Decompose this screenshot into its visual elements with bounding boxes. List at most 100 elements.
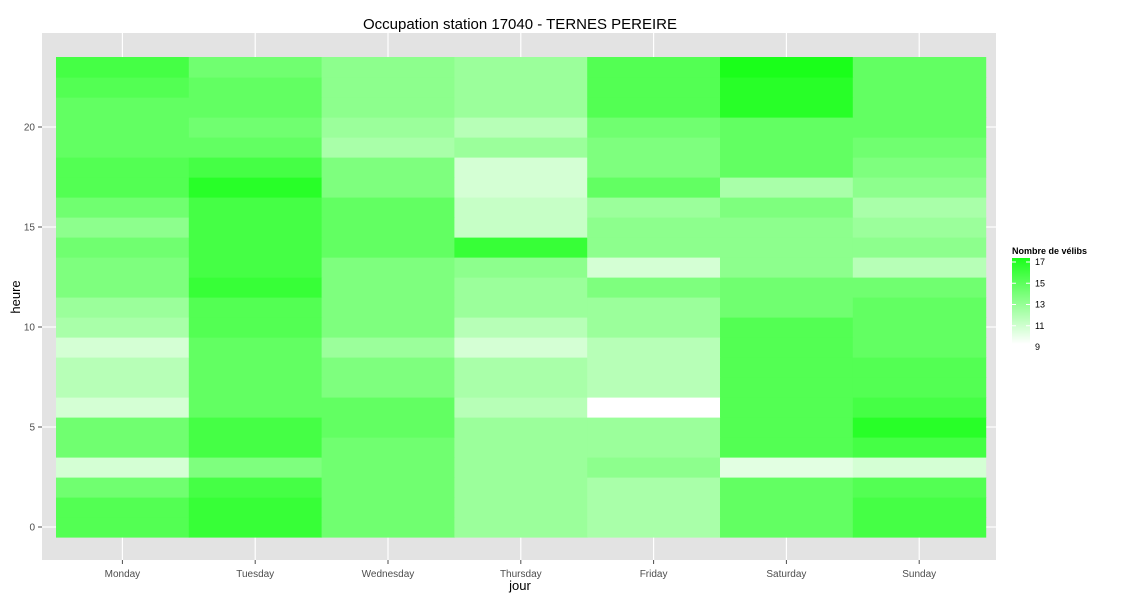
heatmap-cell-friday-3 — [587, 457, 721, 478]
heatmap-cell-thursday-9 — [454, 337, 588, 358]
heatmap-cell-monday-4 — [56, 437, 190, 458]
heatmap-cell-thursday-13 — [454, 257, 588, 278]
heatmap-cell-monday-17 — [56, 177, 190, 198]
heatmap-cell-tuesday-12 — [188, 277, 323, 298]
heatmap-cell-saturday-11 — [720, 297, 854, 318]
heatmap-cell-monday-15 — [56, 217, 190, 238]
heatmap-cell-friday-9 — [587, 337, 721, 358]
heatmap-cell-monday-9 — [56, 337, 190, 358]
heatmap-cell-thursday-12 — [454, 277, 588, 298]
heatmap-cell-tuesday-17 — [188, 177, 323, 198]
heatmap-cell-monday-18 — [56, 157, 190, 178]
heatmap-cell-friday-13 — [587, 257, 721, 278]
heatmap-cell-tuesday-20 — [188, 117, 323, 138]
heatmap-cell-thursday-6 — [454, 397, 588, 418]
heatmap-cell-friday-18 — [587, 157, 721, 178]
heatmap-cell-saturday-18 — [720, 157, 854, 178]
y-tick-label-5: 5 — [29, 423, 35, 434]
heatmap-cell-sunday-16 — [852, 197, 987, 218]
heatmap-cell-thursday-14 — [454, 237, 588, 258]
heatmap-cell-monday-19 — [56, 137, 190, 158]
heatmap-cell-saturday-10 — [720, 317, 854, 338]
heatmap-cell-wednesday-9 — [321, 337, 455, 358]
heatmap-cell-wednesday-10 — [321, 317, 455, 338]
heatmap-cell-thursday-10 — [454, 317, 588, 338]
heatmap-cell-tuesday-18 — [188, 157, 323, 178]
heatmap-cell-thursday-16 — [454, 197, 588, 218]
heatmap-cell-thursday-3 — [454, 457, 588, 478]
heatmap-cell-friday-14 — [587, 237, 721, 258]
heatmap-cell-tuesday-11 — [188, 297, 323, 318]
heatmap-cell-tuesday-22 — [188, 77, 323, 98]
heatmap-cell-monday-6 — [56, 397, 190, 418]
heatmap-cell-sunday-22 — [852, 77, 987, 98]
heatmap-cell-sunday-20 — [852, 117, 987, 138]
heatmap-cell-tuesday-3 — [188, 457, 323, 478]
heatmap-cell-tuesday-0 — [188, 517, 323, 538]
heatmap-cell-wednesday-6 — [321, 397, 455, 418]
heatmap-cell-monday-10 — [56, 317, 190, 338]
heatmap-cell-friday-7 — [587, 377, 721, 398]
heatmap-cell-thursday-4 — [454, 437, 588, 458]
y-tick-label-10: 10 — [24, 323, 36, 334]
heatmap-cell-sunday-13 — [852, 257, 987, 278]
heatmap-cell-tuesday-7 — [188, 377, 323, 398]
x-tick-label-tuesday: Tuesday — [236, 569, 274, 580]
heatmap-cell-sunday-0 — [852, 517, 987, 538]
heatmap-cell-saturday-2 — [720, 477, 854, 498]
heatmap-cell-sunday-2 — [852, 477, 987, 498]
heatmap-cell-thursday-20 — [454, 117, 588, 138]
heatmap-cell-sunday-8 — [852, 357, 987, 378]
heatmap-cell-sunday-1 — [852, 497, 987, 518]
heatmap-cell-wednesday-0 — [321, 517, 455, 538]
legend: Nombre de vélibs 17 15 13 11 9 — [1012, 246, 1087, 352]
heatmap-cell-monday-14 — [56, 237, 190, 258]
heatmap-cell-sunday-7 — [852, 377, 987, 398]
x-axis-title: jour — [508, 578, 531, 593]
heatmap-cell-tuesday-14 — [188, 237, 323, 258]
heatmap-cell-friday-15 — [587, 217, 721, 238]
heatmap-cell-friday-4 — [587, 437, 721, 458]
heatmap-cell-friday-2 — [587, 477, 721, 498]
heatmap-cell-wednesday-11 — [321, 297, 455, 318]
heatmap-cell-saturday-19 — [720, 137, 854, 158]
heatmap-cell-tuesday-10 — [188, 317, 323, 338]
heatmap-cell-saturday-8 — [720, 357, 854, 378]
heatmap-cell-wednesday-4 — [321, 437, 455, 458]
heatmap-cell-sunday-9 — [852, 337, 987, 358]
heatmap-cell-friday-12 — [587, 277, 721, 298]
heatmap-cell-friday-0 — [587, 517, 721, 538]
heatmap-cell-thursday-2 — [454, 477, 588, 498]
heatmap-cell-thursday-8 — [454, 357, 588, 378]
heatmap-cell-friday-10 — [587, 317, 721, 338]
heatmap-cell-tuesday-4 — [188, 437, 323, 458]
heatmap-cell-monday-3 — [56, 457, 190, 478]
heatmap-cell-wednesday-17 — [321, 177, 455, 198]
heatmap-cell-tuesday-13 — [188, 257, 323, 278]
heatmap-cell-friday-21 — [587, 97, 721, 118]
heatmap-cell-friday-5 — [587, 417, 721, 438]
heatmap-cell-tuesday-6 — [188, 397, 323, 418]
x-axis: Monday Tuesday Wednesday Thursday Friday Satu… — [105, 560, 936, 580]
heatmap-cell-monday-8 — [56, 357, 190, 378]
heatmap-cell-wednesday-8 — [321, 357, 455, 378]
y-axis: 0 5 10 15 20 — [24, 123, 42, 534]
heatmap-cell-saturday-20 — [720, 117, 854, 138]
heatmap-cell-wednesday-21 — [321, 97, 455, 118]
x-tick-label-thursday: Thursday — [500, 569, 542, 580]
heatmap-cell-thursday-5 — [454, 417, 588, 438]
heatmap-cell-tuesday-2 — [188, 477, 323, 498]
heatmap-cell-thursday-1 — [454, 497, 588, 518]
legend-label-11: 11 — [1035, 321, 1044, 331]
heatmap-cell-monday-13 — [56, 257, 190, 278]
heatmap-cell-thursday-7 — [454, 377, 588, 398]
heatmap-cell-monday-2 — [56, 477, 190, 498]
heatmap-cell-wednesday-14 — [321, 237, 455, 258]
heatmap-cell-friday-11 — [587, 297, 721, 318]
y-tick-label-0: 0 — [29, 523, 35, 534]
heatmap-cell-sunday-6 — [852, 397, 987, 418]
heatmap-cell-sunday-4 — [852, 437, 987, 458]
heatmap-cell-thursday-11 — [454, 297, 588, 318]
chart-title: Occupation station 17040 - TERNES PEREIR… — [363, 16, 677, 33]
